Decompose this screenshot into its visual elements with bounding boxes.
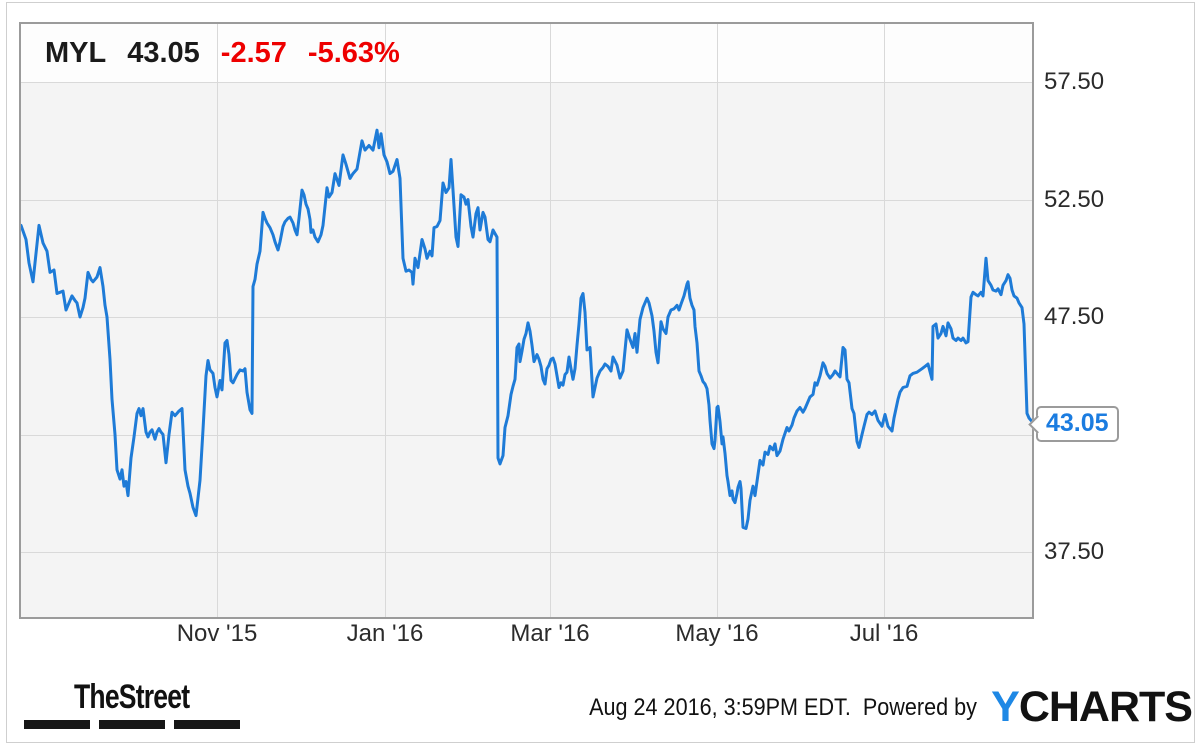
timestamp-text: Aug 24 2016, 3:59PM EDT. Powered by xyxy=(589,694,977,722)
y-axis-tick-label: 37.50 xyxy=(1044,538,1105,565)
quote-symbol: MYL xyxy=(45,37,107,69)
ycharts-logo-charts: CHARTS xyxy=(1018,683,1193,731)
horizontal-gridline xyxy=(21,199,1032,201)
y-axis-tick-label: 52.50 xyxy=(1044,185,1105,213)
thestreet-logo[interactable]: TheStreet xyxy=(24,678,240,729)
x-axis-tick-label: Jan '16 xyxy=(346,620,424,647)
horizontal-gridline xyxy=(21,434,1032,436)
thestreet-logo-bars-icon xyxy=(24,720,240,729)
last-price-callout: 43.05 xyxy=(1028,406,1119,442)
thestreet-logo-text: TheStreet xyxy=(74,678,190,716)
ycharts-logo[interactable]: YCHARTS xyxy=(991,683,1193,731)
stock-chart: MYL 43.05 -2.57 -5.63% Nov '15 Jan '16 Mar… xyxy=(19,22,1119,647)
horizontal-gridline xyxy=(21,552,1032,553)
quote-change: -2.57 xyxy=(220,37,287,69)
vertical-gridline xyxy=(550,24,551,617)
logo-bar xyxy=(24,720,90,729)
logo-bar xyxy=(99,720,165,729)
horizontal-gridline xyxy=(21,317,1032,318)
horizontal-gridline xyxy=(21,82,1032,83)
x-axis-tick-label: Nov '15 xyxy=(176,620,258,647)
vertical-gridline xyxy=(884,24,885,617)
logo-bar xyxy=(174,720,240,729)
ycharts-logo-y: Y xyxy=(991,683,1020,731)
quote-header: MYL 43.05 -2.57 -5.63% xyxy=(45,37,400,70)
price-line xyxy=(21,128,1032,530)
powered-by-label: Powered by xyxy=(863,693,978,721)
vertical-gridline xyxy=(385,24,386,617)
plot-top-band xyxy=(21,24,1032,82)
x-axis-tick-label: May '16 xyxy=(675,620,759,647)
timestamp: Aug 24 2016, 3:59PM EDT. xyxy=(589,693,852,721)
y-axis-tick-label: 47.50 xyxy=(1044,303,1105,330)
price-line-chart xyxy=(21,128,1032,530)
chart-attribution: Aug 24 2016, 3:59PM EDT. Powered by YCHA… xyxy=(546,683,1193,731)
quote-change-percent: -5.63% xyxy=(307,37,400,69)
x-axis-tick-label: Mar '16 xyxy=(510,620,590,647)
vertical-gridline xyxy=(217,24,218,617)
plot-area: MYL 43.05 -2.57 -5.63% xyxy=(19,22,1034,619)
quote-price: 43.05 xyxy=(127,37,200,69)
x-axis-tick-label: Jul '16 xyxy=(849,620,919,647)
y-axis-tick-label: 57.50 xyxy=(1044,68,1105,95)
vertical-gridline xyxy=(717,24,718,617)
callout-price: 43.05 xyxy=(1046,409,1109,437)
